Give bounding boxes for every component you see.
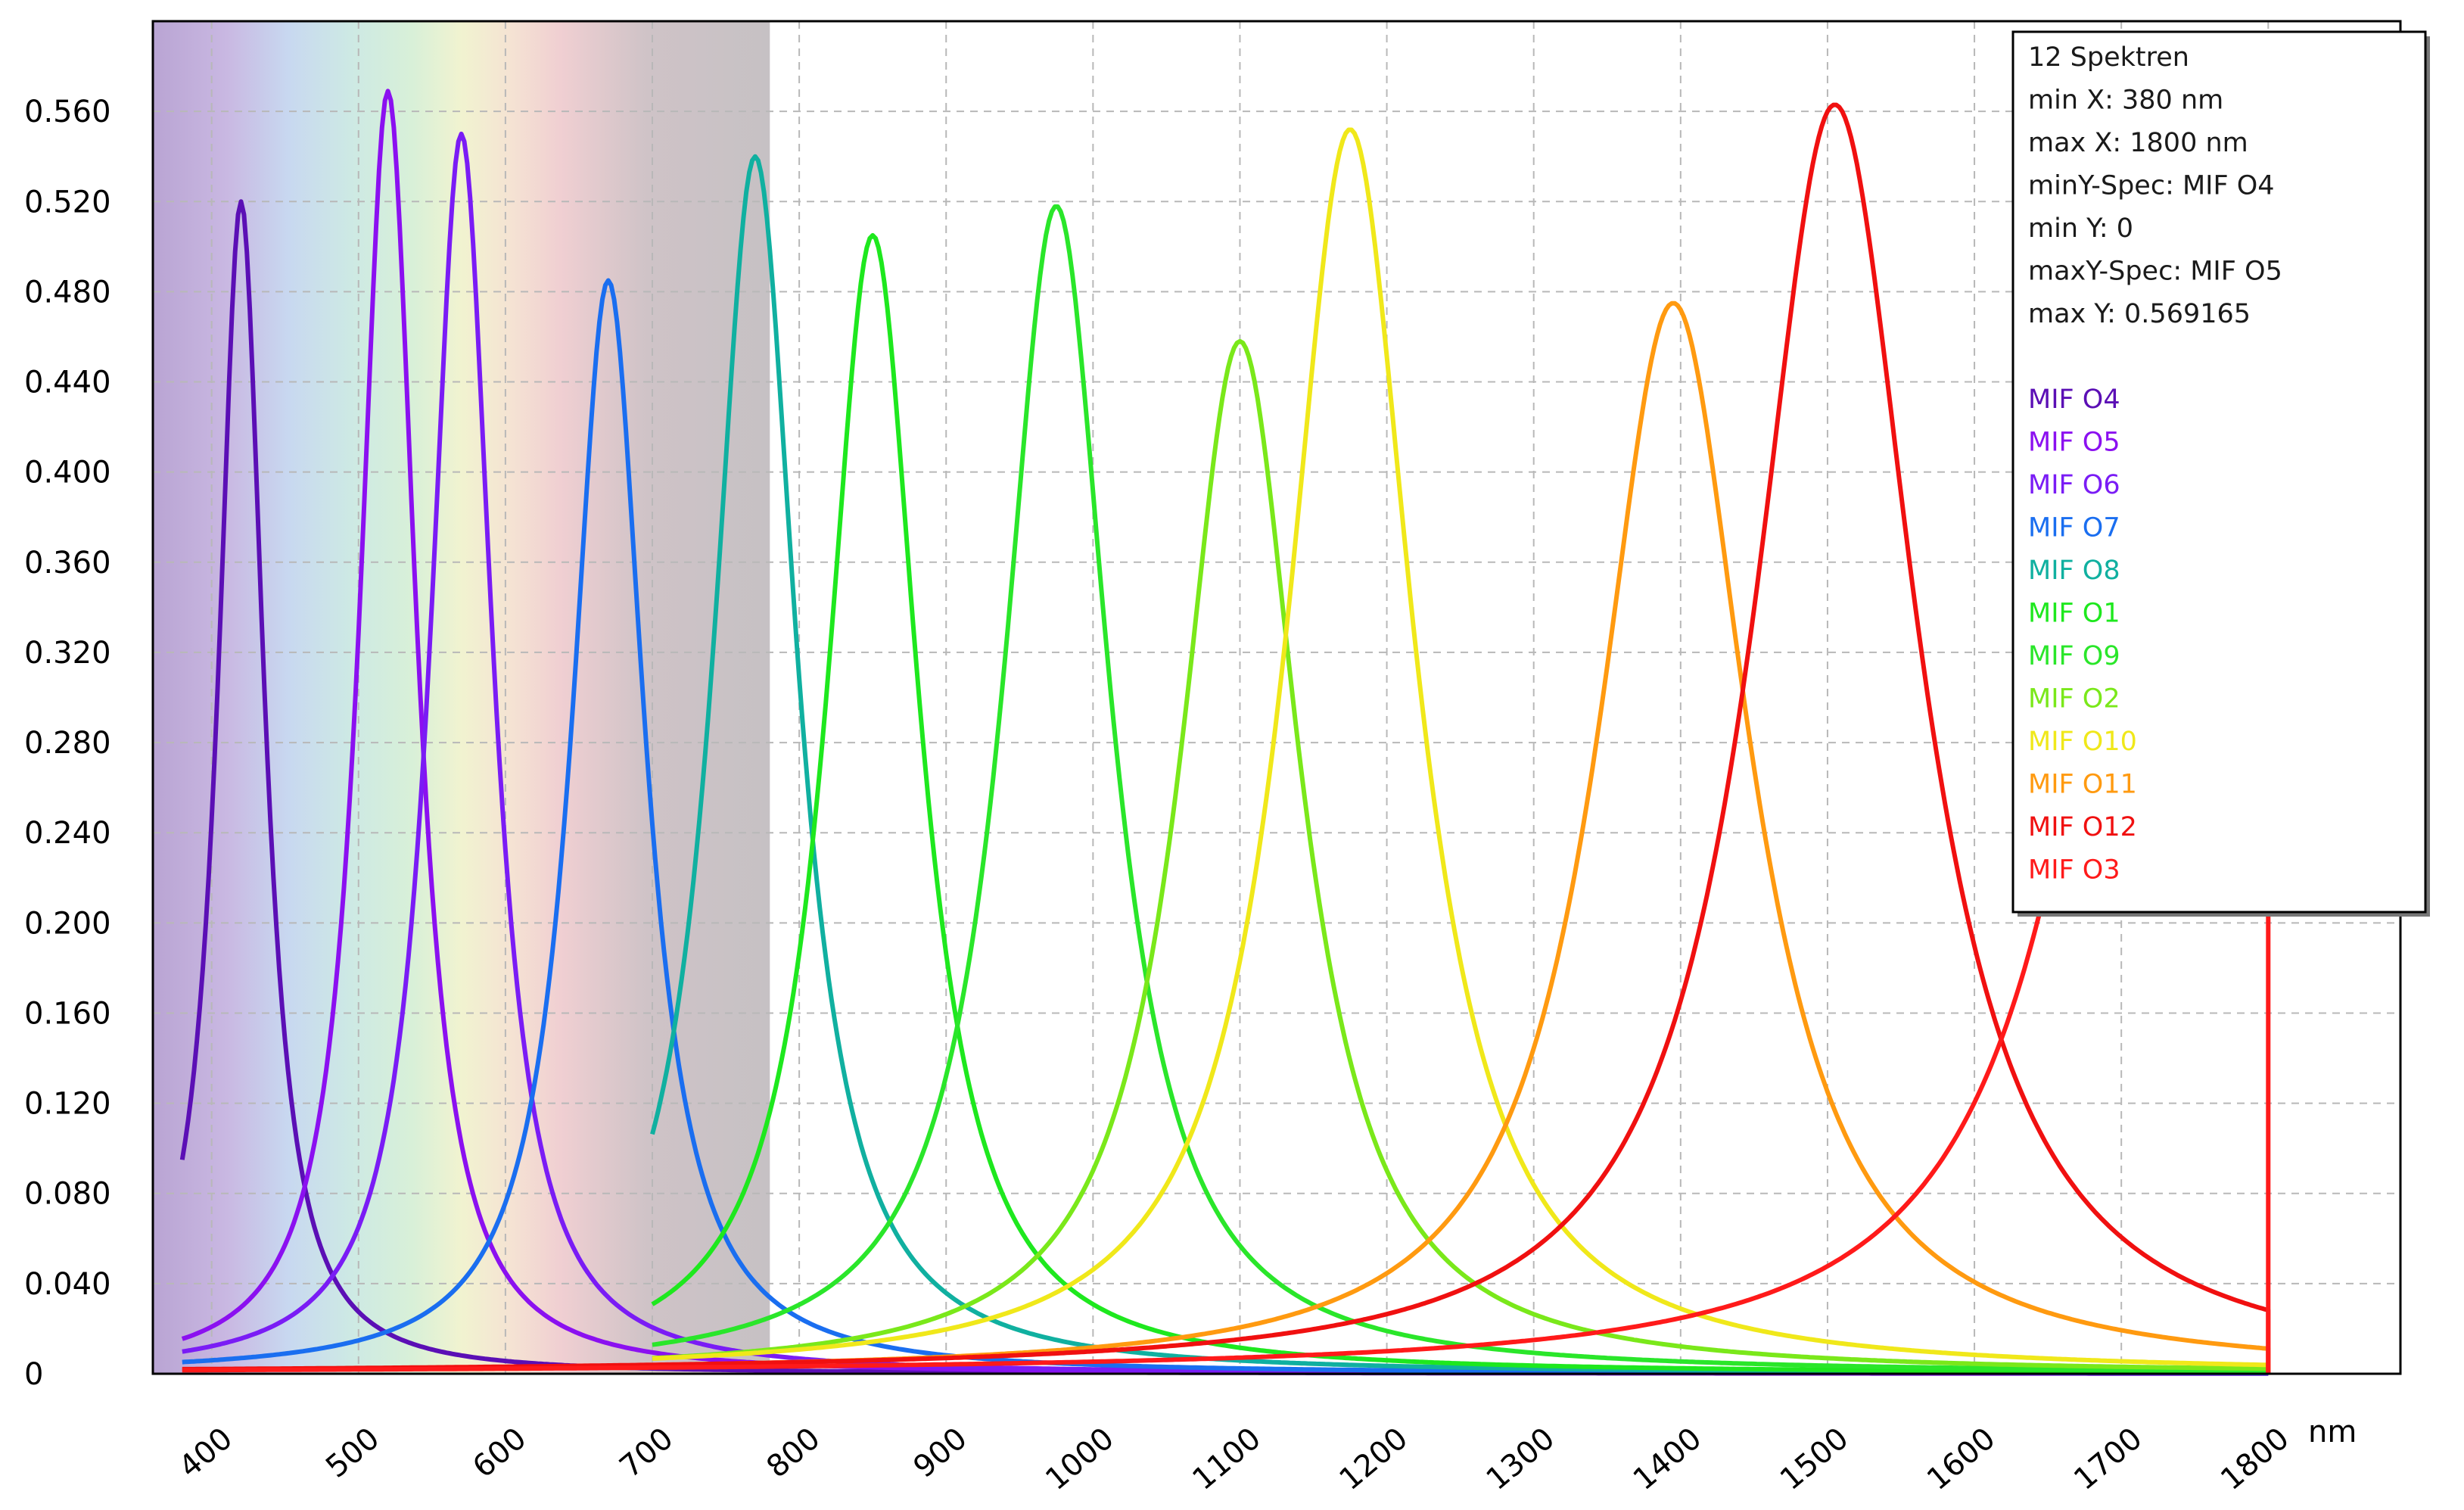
x-tick-label: 1500 <box>1774 1421 1856 1497</box>
legend-entry: MIF O2 <box>2028 684 2120 715</box>
y-tick-label: 0.280 <box>24 726 111 761</box>
info-box-frame <box>2011 30 2427 914</box>
y-tick-label: 0.560 <box>24 95 111 129</box>
info-line: min X: 380 nm <box>2028 86 2223 116</box>
info-line: 12 Spektren <box>2028 42 2189 73</box>
series-line-mif-o3 <box>182 289 2271 1374</box>
info-line: maxY-Spec: MIF O5 <box>2028 257 2282 287</box>
x-tick-label: 900 <box>907 1421 974 1484</box>
legend-entry: MIF O10 <box>2028 727 2137 757</box>
y-tick-label: 0 <box>24 1357 43 1392</box>
info-line: min Y: 0 <box>2028 213 2133 244</box>
legend-entry: MIF O1 <box>2028 599 2120 629</box>
series-line-mif-o10 <box>652 127 2271 1374</box>
legend-entry: MIF O11 <box>2028 770 2137 800</box>
legend-entry: MIF O9 <box>2028 641 2120 671</box>
y-tick-label: 0.440 <box>24 366 111 400</box>
y-tick-label: 0.480 <box>24 275 111 310</box>
y-tick-label: 0.120 <box>24 1087 111 1122</box>
legend-entry: MIF O12 <box>2028 812 2137 842</box>
legend-entry: MIF O8 <box>2028 556 2120 586</box>
y-tick-label: 0.400 <box>24 456 111 490</box>
x-tick-label: 800 <box>760 1421 826 1484</box>
legend-entry: MIF O5 <box>2028 428 2120 458</box>
x-tick-label: 1100 <box>1186 1421 1268 1497</box>
x-tick-label: 1000 <box>1039 1421 1121 1497</box>
y-tick-label: 0.080 <box>24 1177 111 1212</box>
series-line-mif-o2 <box>652 338 2271 1374</box>
x-tick-labels: 400 500 600 700 800 900 1000 1100 1200 1300 1400 15… <box>173 1421 2296 1497</box>
y-tick-label: 0.360 <box>24 546 111 581</box>
y-tick-label: 0.520 <box>24 185 111 219</box>
x-axis-label: nm <box>2308 1415 2357 1449</box>
info-legend-box: 12 Spektren min X: 380 nm max X: 1800 nm mi… <box>2011 30 2430 917</box>
legend-entry: MIF O3 <box>2028 855 2120 886</box>
y-tick-label: 0.320 <box>24 636 111 671</box>
x-tick-label: 400 <box>173 1421 239 1484</box>
x-tick-label: 600 <box>466 1421 533 1484</box>
x-tick-label: 1800 <box>2214 1421 2296 1497</box>
y-tick-label: 0.240 <box>24 816 111 851</box>
series-line-mif-o1 <box>651 232 2271 1375</box>
legend-entry: MIF O6 <box>2028 470 2120 500</box>
x-tick-label: 700 <box>613 1421 680 1484</box>
y-tick-labels: 0 0.040 0.080 0.120 0.160 0.200 0.240 0.280 0.32… <box>24 95 111 1392</box>
x-tick-label: 1300 <box>1480 1421 1562 1497</box>
x-tick-label: 500 <box>319 1421 386 1484</box>
legend-entry: MIF O7 <box>2028 513 2120 543</box>
x-tick-label: 1700 <box>2067 1421 2149 1497</box>
x-tick-label: 1600 <box>1921 1421 2002 1497</box>
y-tick-label: 0.040 <box>24 1267 111 1302</box>
y-tick-label: 0.200 <box>24 906 111 941</box>
info-line: max Y: 0.569165 <box>2028 299 2251 329</box>
x-tick-label: 1200 <box>1333 1421 1414 1497</box>
info-line: minY-Spec: MIF O4 <box>2028 171 2275 201</box>
x-tick-label: 1400 <box>1627 1421 1709 1497</box>
legend-entry: MIF O4 <box>2028 385 2120 415</box>
y-tick-label: 0.160 <box>24 996 111 1031</box>
info-line: max X: 1800 nm <box>2028 128 2248 158</box>
